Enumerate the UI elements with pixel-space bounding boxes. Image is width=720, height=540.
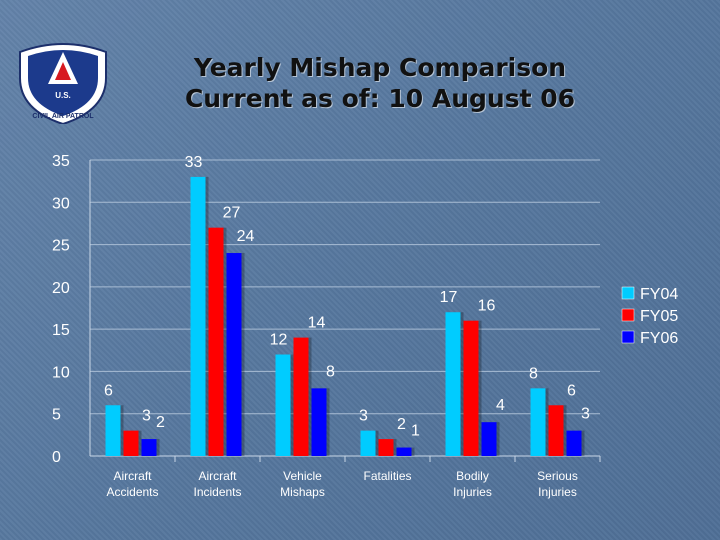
data-label: 12 — [270, 332, 288, 349]
x-tick-label: Vehicle — [283, 469, 322, 483]
data-label: 16 — [478, 298, 496, 315]
bar-shade — [290, 354, 294, 456]
y-tick-label: 10 — [52, 364, 70, 381]
bar-fy05 — [208, 227, 224, 456]
bar-shade — [308, 337, 312, 456]
bar-fy05 — [463, 320, 479, 456]
x-tick-label: Incidents — [193, 485, 241, 499]
svg-text:U.S.: U.S. — [55, 91, 71, 100]
data-label: 27 — [223, 205, 241, 222]
bar-shade — [393, 439, 397, 456]
x-tick-label: Injuries — [538, 485, 577, 499]
bar-fy04 — [360, 430, 376, 456]
bar-fy04 — [530, 388, 546, 456]
y-tick-label: 0 — [52, 449, 61, 466]
data-label: 3 — [359, 408, 368, 425]
bar-fy04 — [190, 176, 206, 456]
bar-fy05 — [378, 439, 394, 456]
x-tick-label: Aircraft — [198, 469, 237, 483]
bar-shade — [156, 439, 160, 456]
bar-fy06 — [311, 388, 327, 456]
legend-swatch-fy05 — [621, 308, 635, 322]
x-tick-label: Mishaps — [280, 485, 325, 499]
legend-label: FY05 — [640, 308, 678, 325]
data-label: 33 — [185, 154, 203, 171]
bar-fy06 — [396, 447, 412, 456]
data-label: 17 — [440, 289, 458, 306]
bar-fy04 — [105, 405, 121, 456]
x-tick-label: Accidents — [106, 485, 158, 499]
bar-shade — [460, 312, 464, 456]
y-tick-label: 5 — [52, 407, 61, 424]
x-tick-label: Aircraft — [113, 469, 152, 483]
legend-swatch-fy06 — [621, 330, 635, 344]
legend-swatch-fy04 — [621, 286, 635, 300]
bar-shade — [205, 176, 209, 456]
chart-title-line1: Yearly Mishap Comparison — [193, 53, 567, 82]
legend-label: FY06 — [640, 330, 678, 347]
bar-shade — [411, 447, 415, 456]
x-tick-label: Serious — [537, 469, 578, 483]
data-label: 14 — [308, 315, 326, 332]
x-tick-label: Injuries — [453, 485, 492, 499]
data-label: 4 — [496, 397, 505, 414]
legend-label: FY04 — [640, 286, 678, 303]
bar-shade — [496, 422, 500, 456]
x-tick-label: Fatalities — [363, 469, 411, 483]
y-tick-label: 35 — [52, 153, 70, 170]
y-tick-label: 20 — [52, 280, 70, 297]
bar-shade — [375, 430, 379, 456]
data-label: 8 — [326, 363, 335, 380]
bar-fy05 — [548, 405, 564, 456]
svg-text:CIVIL AIR PATROL: CIVIL AIR PATROL — [32, 113, 94, 120]
bar-shade — [223, 227, 227, 456]
data-label: 3 — [142, 408, 151, 425]
data-label: 3 — [581, 406, 590, 423]
data-label: 2 — [156, 414, 165, 431]
bar-shade — [138, 430, 142, 456]
bar-fy06 — [226, 253, 242, 456]
bar-shade — [241, 253, 245, 456]
bar-shade — [120, 405, 124, 456]
x-tick-label: Bodily — [456, 469, 489, 483]
bar-shade — [545, 388, 549, 456]
bar-shade — [478, 320, 482, 456]
bar-fy04 — [445, 312, 461, 456]
y-tick-label: 25 — [52, 238, 70, 255]
bar-shade — [563, 405, 567, 456]
bar-fy05 — [123, 430, 139, 456]
data-label: 8 — [529, 365, 538, 382]
chart-title-line2: Current as of: 10 August 06 — [184, 84, 576, 113]
bar-fy06 — [566, 430, 582, 456]
data-label: 24 — [237, 228, 255, 245]
data-label: 1 — [411, 423, 420, 440]
y-tick-label: 30 — [52, 195, 70, 212]
bar-shade — [581, 430, 585, 456]
bar-fy05 — [293, 337, 309, 456]
bar-fy04 — [275, 354, 291, 456]
civil-air-patrol-logo: U.S. CIVIL AIR PATROL — [19, 43, 107, 124]
bar-fy06 — [481, 422, 497, 456]
y-tick-label: 15 — [52, 322, 70, 339]
data-label: 2 — [397, 416, 406, 433]
bar-fy06 — [141, 439, 157, 456]
chart-title: Yearly Mishap Comparison Current as of: … — [150, 52, 610, 114]
data-label: 6 — [104, 382, 113, 399]
data-label: 6 — [567, 382, 576, 399]
bar-shade — [326, 388, 330, 456]
